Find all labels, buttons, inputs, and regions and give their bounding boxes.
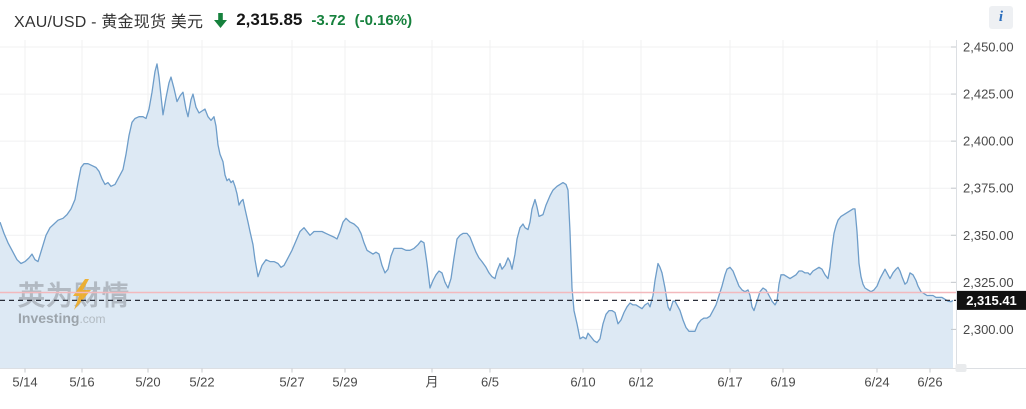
last-price: 2,315.85 — [236, 10, 303, 29]
price-line — [0, 63, 954, 344]
quote-header: XAU/USD - 黄金现货 美元 2,315.85 -3.72 (-0.16%… — [0, 0, 1026, 40]
price-down-arrow-icon — [214, 12, 228, 28]
price-change: -3.72 — [311, 11, 346, 29]
price-change-percent: (-0.16%) — [354, 11, 413, 29]
info-button[interactable]: i — [989, 6, 1013, 29]
price-area — [0, 63, 953, 369]
info-icon: i — [998, 9, 1004, 25]
instrument-title: XAU/USD - 黄金现货 美元 — [14, 14, 204, 31]
